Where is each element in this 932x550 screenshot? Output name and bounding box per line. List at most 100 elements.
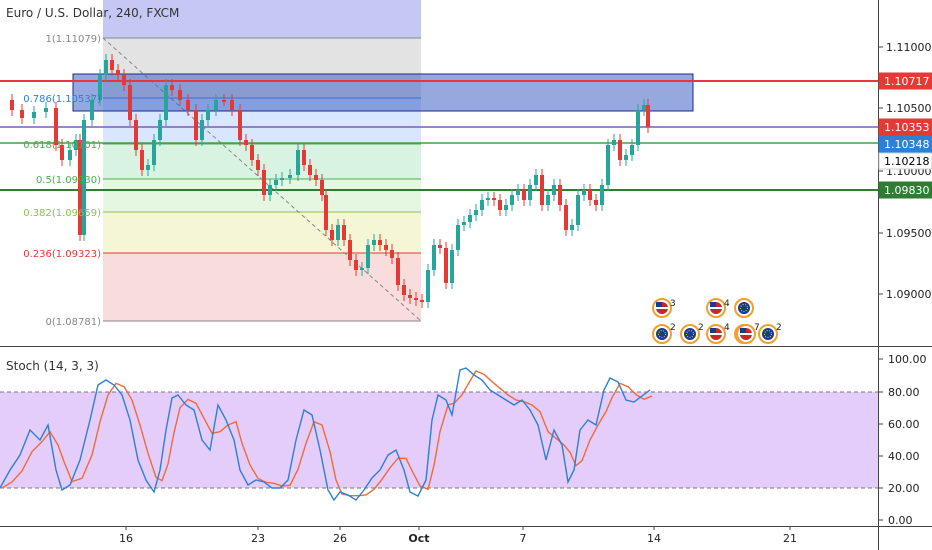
candlestick-series[interactable] [10, 54, 650, 308]
candle-body [474, 210, 478, 215]
price-label: 1.10348 [884, 138, 930, 151]
candle-body [606, 145, 610, 185]
time-label: 26 [333, 532, 347, 545]
candle-body [516, 190, 520, 195]
candle-body [268, 185, 272, 195]
candle-body [288, 175, 292, 178]
time-axis[interactable]: 16 23 26 Oct 7 14 21 [119, 526, 797, 545]
price-tick-label: 1.10500 [886, 102, 932, 115]
candle-body [570, 225, 574, 230]
event-count: 2 [698, 323, 704, 333]
candle-body [642, 105, 646, 110]
price-label-box [878, 152, 932, 170]
us-flag-icon[interactable] [652, 298, 672, 318]
candle-body [90, 100, 94, 120]
fib-zone-5 [103, 212, 421, 253]
candle-body [324, 195, 328, 230]
candle-body [576, 195, 580, 225]
time-label: 7 [520, 532, 527, 545]
candle-body [152, 140, 156, 165]
candle-body [348, 240, 352, 260]
candle-body [546, 195, 550, 205]
event-count: 3 [670, 299, 676, 309]
candle-body [480, 200, 484, 210]
fib-level-label: 0(1.08781) [45, 317, 101, 328]
candle-body [396, 258, 400, 285]
us-flag-icon[interactable] [706, 298, 726, 318]
price-tick-label: 1.09000 [886, 288, 932, 301]
candle-body [384, 245, 388, 250]
candle-body [414, 298, 418, 300]
candle-body [408, 295, 412, 298]
candle-body [230, 100, 234, 110]
candle-body [238, 110, 242, 140]
us-flag-icon[interactable] [706, 324, 726, 344]
candle-body [646, 105, 650, 127]
stoch-axis[interactable]: 100.00 80.00 60.00 40.00 20.00 0.00 [878, 353, 927, 527]
stoch-d-line [1, 370, 653, 497]
stoch-tick-label: 100.00 [888, 353, 927, 366]
candle-body [78, 140, 82, 235]
candle-body [588, 190, 592, 200]
candle-body [534, 175, 538, 185]
candle-body [558, 185, 562, 205]
candle-body [122, 75, 126, 85]
symbol-title[interactable]: Euro / U.S. Dollar, 240, FXCM [6, 6, 179, 20]
event-count: 7 [754, 323, 760, 333]
candle-body [462, 222, 466, 225]
candle-body [636, 110, 640, 145]
candle-body [280, 178, 284, 180]
candle-body [540, 175, 544, 205]
candle-body [140, 150, 144, 170]
candle-body [200, 120, 204, 140]
fib-retracement[interactable] [102, 0, 422, 322]
candle-body [60, 145, 64, 160]
us-flag-icon[interactable] [736, 324, 756, 344]
candle-body [336, 225, 340, 240]
candle-body [342, 225, 346, 240]
event-count: 4 [724, 299, 730, 309]
candle-body [390, 250, 394, 258]
candle-body [44, 108, 48, 112]
eu-flag-icon[interactable] [652, 324, 672, 344]
candle-body [164, 85, 168, 120]
eu-flag-icon[interactable] [680, 324, 700, 344]
price-label-box [878, 135, 932, 153]
candle-body [372, 240, 376, 245]
candle-body [378, 240, 382, 245]
eu-flag-icon[interactable] [758, 324, 778, 344]
time-label: 16 [119, 532, 133, 545]
eu-flag-icon[interactable] [734, 298, 754, 318]
candle-body [402, 285, 406, 295]
price-label-box [878, 72, 932, 90]
candle-body [10, 100, 14, 110]
price-label: 1.09830 [884, 184, 930, 197]
candle-body [250, 145, 254, 160]
candle-body [244, 140, 248, 145]
stoch-k-line [0, 367, 651, 502]
candle-body [630, 145, 634, 155]
candle-body [444, 248, 448, 283]
price-axis-labels: 1.10717 1.10353 1.10348 1.10218 1.09830 [878, 72, 932, 199]
candle-body [128, 85, 132, 120]
candle-body [594, 200, 598, 205]
event-count: 2 [776, 323, 782, 333]
candle-body [194, 110, 198, 140]
candle-body [354, 260, 358, 270]
candle-body [522, 190, 526, 200]
candle-body [582, 190, 586, 195]
candle-body [74, 140, 78, 150]
candle-body [158, 120, 162, 140]
price-tick-label: 1.09500 [886, 227, 932, 240]
candle-body [492, 198, 496, 200]
time-label: 21 [783, 532, 797, 545]
candle-body [274, 180, 278, 185]
economic-events[interactable]: 3 4 2 2 4 7 2 [652, 298, 782, 344]
stoch-label[interactable]: Stoch (14, 3, 3) [6, 359, 99, 373]
candle-body [222, 100, 226, 102]
fib-level-label: 0.382(1.09659) [23, 208, 101, 219]
candle-body [498, 200, 502, 210]
candle-body [432, 245, 436, 270]
price-label: 1.10218 [884, 155, 930, 168]
